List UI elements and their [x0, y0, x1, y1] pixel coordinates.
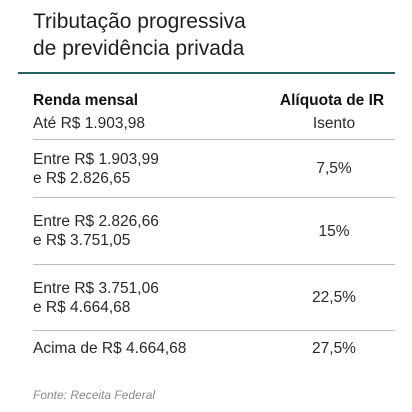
rate-cell: 22,5%: [312, 289, 356, 306]
income-cell: Acima de R$ 4.664,68: [33, 339, 263, 358]
table-header: Renda mensal Alíquota de IR: [33, 90, 395, 112]
tax-table: Renda mensal Alíquota de IR Até R$ 1.903…: [33, 90, 395, 365]
table-row: Acima de R$ 4.664,68 27,5%: [33, 331, 395, 365]
income-line-1: Entre R$ 2.826,66: [33, 213, 159, 230]
source-note: Fonte: Receita Federal: [33, 388, 156, 402]
income-cell: Entre R$ 2.826,66 e R$ 3.751,05: [33, 212, 263, 250]
header-income: Renda mensal: [33, 92, 139, 109]
header-divider: [18, 72, 395, 74]
income-line-2: e R$ 3.751,05: [33, 232, 131, 249]
income-cell: Entre R$ 1.903,99 e R$ 2.826,65: [33, 150, 263, 188]
income-line-1: Entre R$ 3.751,06: [33, 279, 159, 297]
income-line-2: e R$ 4.664,68: [33, 298, 131, 316]
income-line-2: e R$ 2.826,65: [33, 169, 131, 187]
income-cell: Até R$ 1.903,98: [33, 114, 263, 133]
page-title: Tributação progressiva de previdência pr…: [33, 8, 393, 62]
rate-cell: 15%: [318, 222, 350, 240]
table-row: Até R$ 1.903,98 Isento: [33, 112, 395, 140]
title-line-1: Tributação progressiva: [33, 10, 246, 33]
rate-cell: Isento: [312, 115, 356, 132]
table-row: Entre R$ 3.751,06 e R$ 4.664,68 22,5%: [33, 265, 395, 331]
header-rate: Alíquota de IR: [279, 92, 385, 109]
table-row: Entre R$ 2.826,66 e R$ 3.751,05 15%: [33, 198, 395, 265]
income-cell: Entre R$ 3.751,06 e R$ 4.664,68: [33, 279, 263, 317]
rate-cell: 27,5%: [312, 339, 356, 357]
income-line-1: Entre R$ 1.903,99: [33, 150, 159, 168]
income-line-1: Acima de R$ 4.664,68: [33, 339, 187, 357]
title-line-2: de previdência privada: [33, 37, 245, 60]
table-row: Entre R$ 1.903,99 e R$ 2.826,65 7,5%: [33, 140, 395, 198]
rate-cell: 7,5%: [316, 160, 352, 177]
income-line-1: Até R$ 1.903,98: [33, 115, 146, 132]
